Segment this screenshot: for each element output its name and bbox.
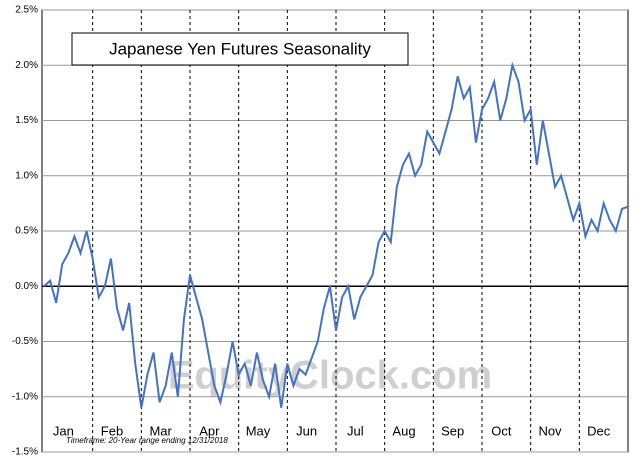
footnote: Timeframe: 20-Year range ending 12/31/20… bbox=[66, 436, 228, 445]
x-tick-label: May bbox=[246, 423, 271, 438]
x-tick-label: Sep bbox=[441, 423, 464, 438]
x-tick-label: Jul bbox=[347, 423, 364, 438]
y-tick-label: -0.5% bbox=[12, 336, 38, 347]
y-tick-label: 2.0% bbox=[15, 60, 38, 71]
y-tick-label: 0.0% bbox=[15, 281, 38, 292]
y-tick-label: 1.5% bbox=[15, 115, 38, 126]
y-tick-label: 1.0% bbox=[15, 170, 38, 181]
x-tick-label: Mar bbox=[149, 423, 172, 438]
y-tick-label: 0.5% bbox=[15, 226, 38, 237]
y-tick-label: -1.0% bbox=[12, 391, 38, 402]
x-tick-label: Dec bbox=[587, 423, 611, 438]
series-line bbox=[43, 61, 629, 408]
x-tick-label: Jun bbox=[296, 423, 317, 438]
x-tick-label: Aug bbox=[392, 423, 415, 438]
y-tick-label: 2.5% bbox=[15, 5, 38, 16]
x-tick-label: Apr bbox=[199, 423, 220, 438]
watermark: EquityClock.com bbox=[168, 354, 493, 398]
x-tick-label: Feb bbox=[101, 423, 123, 438]
chart-title: Japanese Yen Futures Seasonality bbox=[109, 39, 371, 58]
x-tick-label: Oct bbox=[491, 423, 512, 438]
title-box bbox=[71, 32, 409, 66]
y-tick-label: -1.5% bbox=[12, 447, 38, 458]
x-tick-label: Jan bbox=[53, 423, 74, 438]
x-tick-label: Nov bbox=[538, 423, 562, 438]
